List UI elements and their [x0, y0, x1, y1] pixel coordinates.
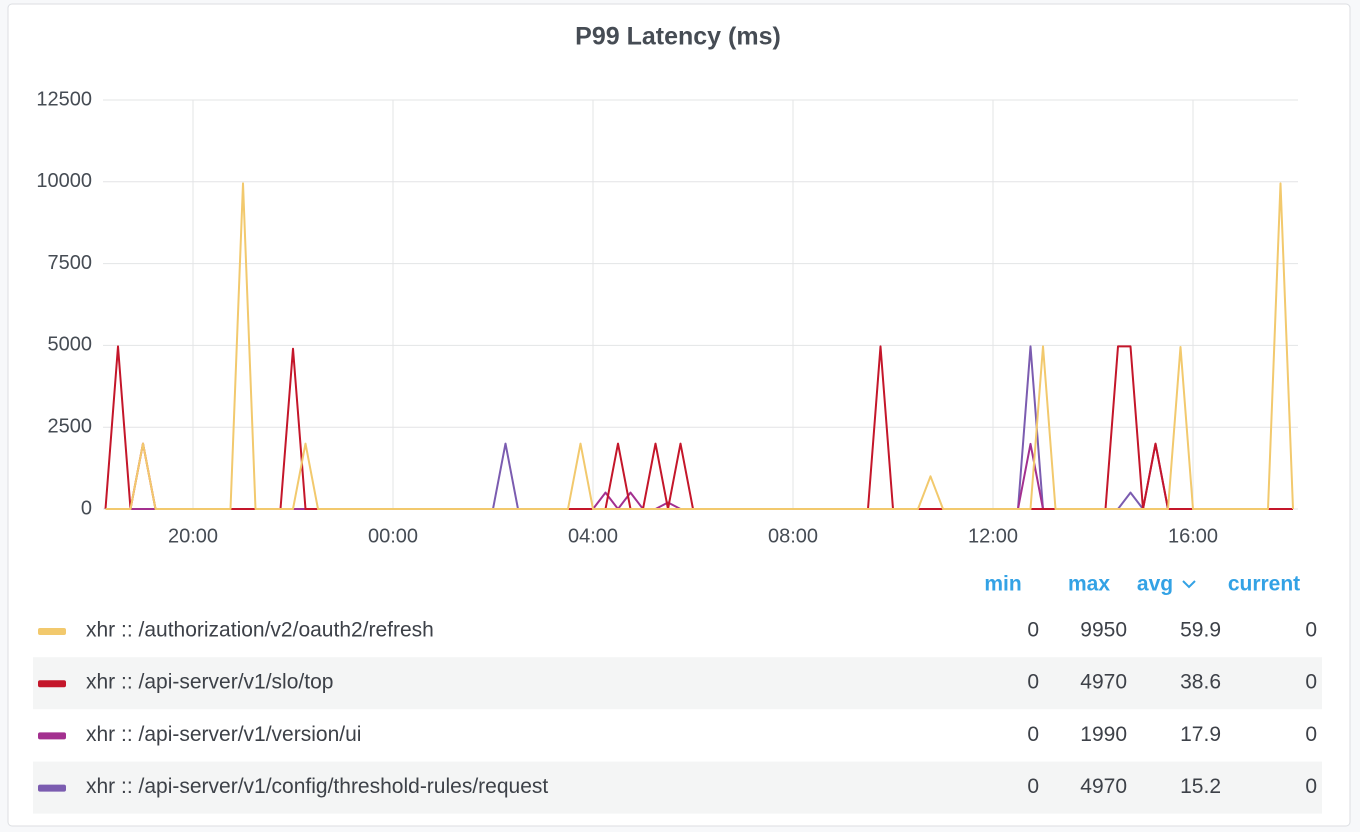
legend-column-header: max: [1068, 573, 1110, 596]
x-tick-label: 00:00: [368, 525, 418, 547]
y-tick-label: 10000: [36, 170, 92, 192]
legend-stat: 38.6: [1180, 671, 1221, 694]
legend-swatch: [38, 680, 66, 688]
legend-stat: 0: [1305, 723, 1317, 746]
y-tick-label: 12500: [36, 88, 92, 110]
legend-stat: 1990: [1080, 723, 1127, 746]
x-tick-label: 08:00: [768, 525, 818, 547]
legend-row-bg: [33, 761, 1322, 814]
series-line: [105, 182, 1294, 510]
legend-stat: 15.2: [1180, 775, 1221, 798]
legend-label: xhr :: /api-server/v1/slo/top: [86, 671, 333, 694]
legend-stat: 0: [1027, 671, 1039, 694]
legend-stat: 17.9: [1180, 723, 1221, 746]
legend-stat: 0: [1027, 723, 1039, 746]
x-tick-label: 12:00: [968, 525, 1018, 547]
legend-swatch: [38, 784, 66, 792]
legend-stat: 0: [1305, 619, 1317, 642]
sort-icon: [1182, 580, 1196, 589]
legend-stat: 59.9: [1180, 619, 1221, 642]
y-tick-label: 5000: [48, 334, 93, 356]
legend-stat: 0: [1305, 671, 1317, 694]
legend-swatch: [38, 732, 66, 740]
x-tick-label: 04:00: [568, 525, 618, 547]
chart-title: P99 Latency (ms): [575, 23, 781, 51]
legend-column-header: current: [1228, 573, 1300, 596]
x-tick-label: 16:00: [1168, 525, 1218, 547]
legend-label: xhr :: /api-server/v1/version/ui: [86, 723, 361, 746]
legend-stat: 4970: [1080, 775, 1127, 798]
legend-column-header: min: [984, 573, 1021, 596]
legend-column-header: avg: [1137, 573, 1173, 596]
y-tick-label: 0: [81, 497, 92, 519]
legend-stat: 9950: [1080, 619, 1127, 642]
legend-stat: 0: [1027, 619, 1039, 642]
y-tick-label: 2500: [48, 415, 93, 437]
legend-label: xhr :: /api-server/v1/config/threshold-r…: [86, 775, 548, 798]
plot-area: 0 2500 5000 7500 10000 12500 20:00 00:00 04:00 08…: [36, 88, 1298, 547]
legend-stat: 0: [1027, 775, 1039, 798]
x-tick-label: 20:00: [168, 525, 218, 547]
panel-frame: [7, 3, 1351, 827]
legend-label: xhr :: /authorization/v2/oauth2/refresh: [86, 619, 434, 642]
legend-row-bg: [33, 657, 1322, 710]
legend-stat: 4970: [1080, 671, 1127, 694]
y-tick-label: 7500: [48, 252, 93, 274]
legend-stat: 0: [1305, 775, 1317, 798]
legend-swatch: [38, 628, 66, 635]
